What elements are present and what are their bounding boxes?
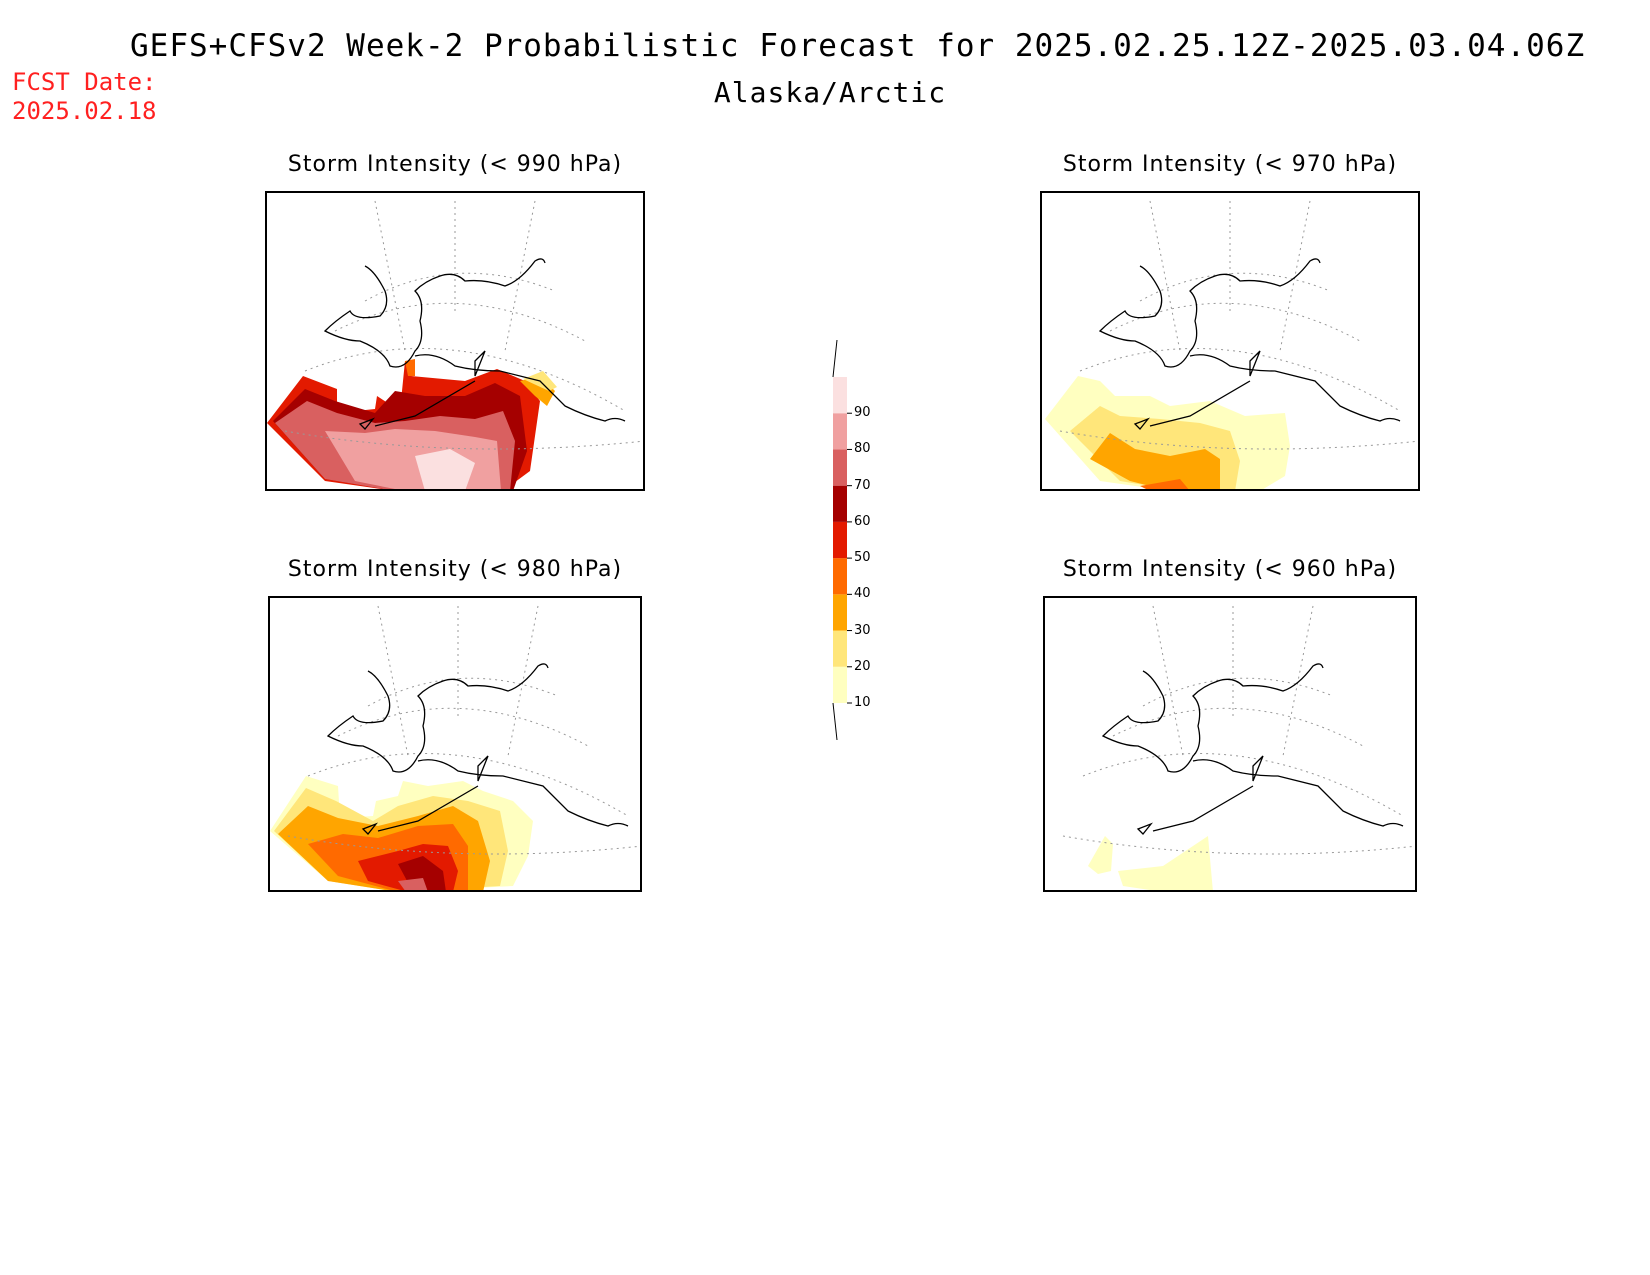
colorbar-tick-label: 50 [854,550,871,566]
forecast-date-label: FCST Date: [12,68,157,96]
colorbar-swatch [833,594,847,631]
colorbar-swatches [833,377,852,704]
colorbar-tick-label: 90 [854,405,871,421]
colorbar-tick-label: 80 [854,441,871,457]
coastline-990 [323,258,626,430]
colorbar-tick-label: 30 [854,622,871,638]
colorbar-swatch [833,630,847,667]
colorbar-bottom-arrow [832,702,838,741]
map-panel-960 [1043,596,1417,892]
graticule-990 [284,200,645,450]
colorbar-tick-label: 10 [854,695,871,710]
colorbar-swatch [833,413,847,450]
coastline-960 [1101,663,1404,835]
graticule-980 [287,605,642,855]
panel-title-980: Storm Intensity (< 980 hPa) [287,557,623,582]
shading-990 [267,359,557,491]
colorbar [832,339,852,741]
colorbar-swatch [833,449,847,486]
shading-980 [270,776,533,892]
colorbar-tick-label: 60 [854,513,871,529]
forecast-date-block: FCST Date: 2025.02.18 [12,68,157,126]
shading-970 [1045,376,1290,491]
colorbar-top-arrow [832,339,838,378]
graticule-960 [1062,605,1417,855]
map-panel-980 [268,596,642,892]
colorbar-tick-label: 20 [854,658,871,674]
coastline-980 [326,663,629,835]
map-panel-990 [265,191,645,491]
map-panel-970 [1040,191,1420,491]
panel-title-960: Storm Intensity (< 960 hPa) [1062,557,1398,582]
colorbar-tick-label: 70 [854,477,871,493]
colorbar-tick-label: 40 [854,586,871,602]
colorbar-swatch [833,666,847,703]
shading-960 [1088,836,1213,892]
colorbar-swatch [833,558,847,595]
graticule-970 [1059,200,1420,450]
colorbar-swatch [833,521,847,559]
page-title: GEFS+CFSv2 Week-2 Probabilistic Forecast… [130,28,1586,64]
colorbar-swatch [833,377,847,414]
coastline-970 [1098,258,1401,430]
forecast-date-value: 2025.02.18 [12,97,157,125]
panel-title-990: Storm Intensity (< 990 hPa) [287,152,623,177]
region-subtitle: Alaska/Arctic [713,76,947,109]
panel-title-970: Storm Intensity (< 970 hPa) [1062,152,1398,177]
colorbar-swatch [833,485,847,522]
